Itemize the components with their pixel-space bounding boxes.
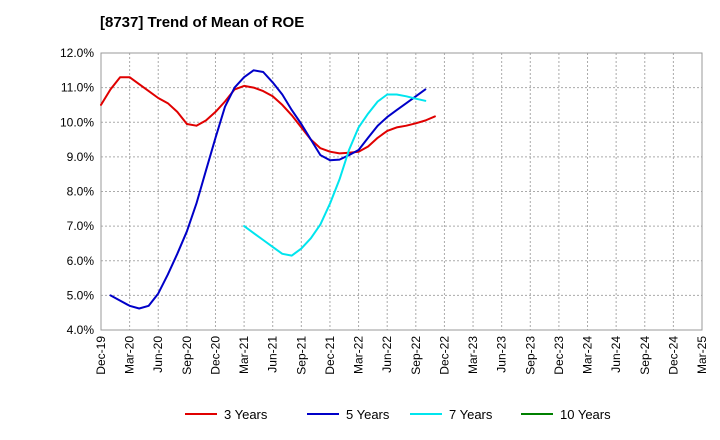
x-tick-label: Jun-21 [266, 336, 280, 373]
x-tick-label: Jun-23 [495, 336, 509, 373]
y-tick-label: 8.0% [67, 185, 95, 199]
y-tick-label: 6.0% [67, 254, 95, 268]
x-tick-label: Sep-24 [638, 336, 652, 375]
x-tick-label: Sep-23 [523, 336, 537, 375]
y-tick-label: 11.0% [61, 81, 94, 95]
series-line-5-years [109, 69, 427, 310]
x-tick-label: Dec-24 [666, 336, 680, 375]
x-tick-label: Dec-23 [552, 336, 566, 375]
x-tick-label: Mar-25 [695, 336, 709, 374]
y-tick-label: 9.0% [67, 150, 95, 164]
y-tick-label: 12.0% [60, 46, 94, 60]
legend-label: 3 Years [224, 407, 268, 422]
series-line-3-years [100, 76, 436, 155]
x-tick-label: Mar-21 [237, 336, 251, 374]
legend-item-10-years: 10 Years [521, 407, 611, 422]
x-tick-label: Dec-21 [323, 336, 337, 375]
x-tick-label: Mar-20 [123, 336, 137, 374]
x-tick-label: Jun-24 [609, 336, 623, 373]
legend-item-7-years: 7 Years [410, 407, 493, 422]
x-tick-label: Jun-20 [151, 336, 165, 373]
legend-label: 5 Years [346, 407, 390, 422]
y-axis-tick-labels: 4.0% 5.0% 6.0% 7.0% 8.0% 9.0% 10.0% 11.0% 12.0% [60, 46, 94, 337]
x-tick-label: Mar-23 [466, 336, 480, 374]
legend-label: 7 Years [449, 407, 493, 422]
y-tick-label: 7.0% [67, 219, 95, 233]
x-tick-label: Jun-22 [380, 336, 394, 373]
series-lines [100, 69, 436, 310]
x-tick-label: Sep-20 [180, 336, 194, 375]
x-tick-label: Sep-21 [294, 336, 308, 375]
y-tick-label: 5.0% [67, 288, 95, 302]
x-axis-tick-labels: Dec-19 Mar-20 Jun-20 Sep-20 Dec-20 Mar-21 Jun-… [94, 336, 709, 375]
x-tick-label: Dec-22 [437, 336, 451, 375]
x-tick-label: Sep-22 [409, 336, 423, 375]
legend-item-3-years: 3 Years [185, 407, 268, 422]
legend-label: 10 Years [560, 407, 611, 422]
y-tick-label: 10.0% [60, 115, 94, 129]
legend: 3 Years 5 Years 7 Years 10 Years [185, 407, 611, 422]
y-tick-label: 4.0% [67, 323, 95, 337]
legend-item-5-years: 5 Years [307, 407, 390, 422]
x-tick-label: Dec-19 [94, 336, 108, 375]
plot-frame [100, 52, 703, 331]
x-tick-label: Mar-24 [581, 336, 595, 374]
x-tick-label: Dec-20 [208, 336, 222, 375]
series-line-7-years [243, 93, 427, 257]
chart-title: [8737] Trend of Mean of ROE [100, 14, 305, 31]
x-tick-label: Mar-22 [352, 336, 366, 374]
